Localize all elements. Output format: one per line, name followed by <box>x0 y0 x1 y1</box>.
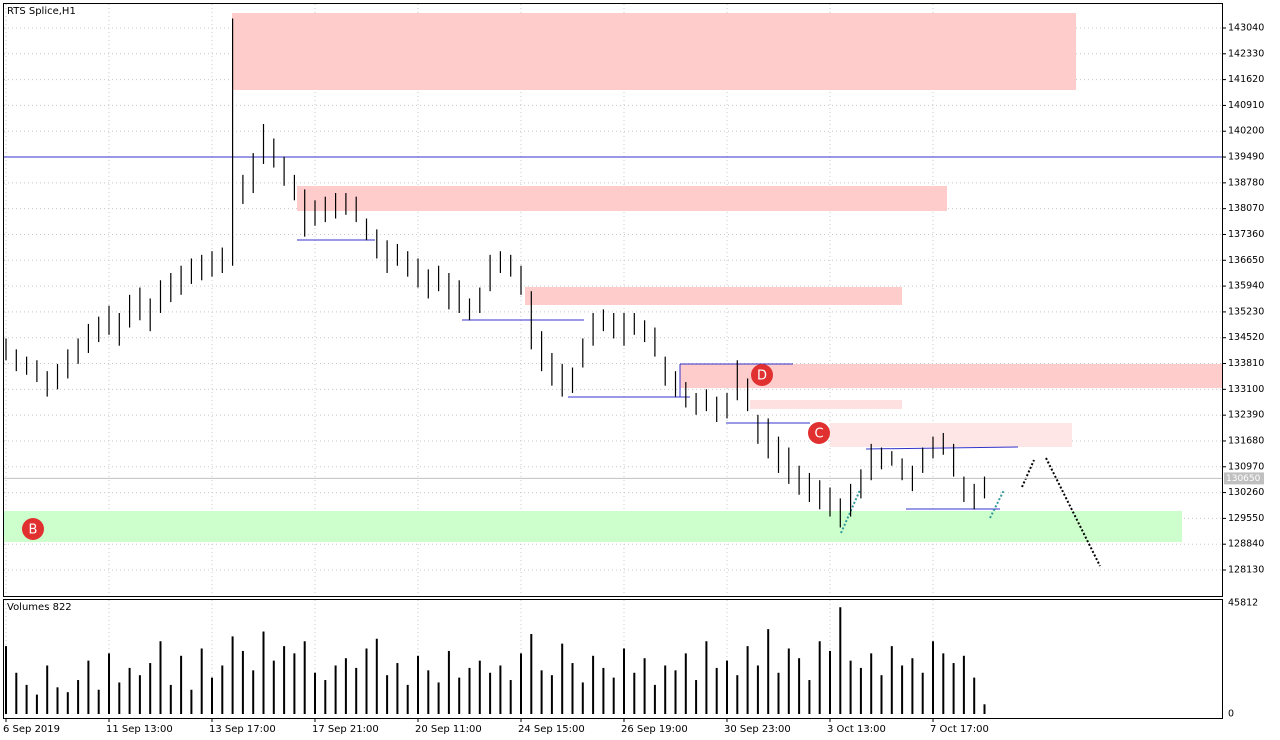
markers: B C D <box>22 364 830 540</box>
volume-tick-label: 45812 <box>1228 597 1258 608</box>
y-tick-label: 128130 <box>1228 565 1264 576</box>
y-tick-label: 136650 <box>1228 255 1264 266</box>
y-tick-label: 137360 <box>1228 229 1264 240</box>
y-tick-label: 143040 <box>1228 22 1264 33</box>
zone <box>232 13 1076 90</box>
y-tick-label: 130970 <box>1228 461 1264 472</box>
y-tick-label: 138070 <box>1228 203 1264 214</box>
y-tick-label: 141620 <box>1228 74 1264 85</box>
marker <box>22 518 44 540</box>
marker <box>808 422 830 444</box>
y-tick-label: 129550 <box>1228 513 1264 524</box>
y-tick-label: 131680 <box>1228 435 1264 446</box>
y-tick-label: 139490 <box>1228 152 1264 163</box>
zone <box>525 287 902 305</box>
volume-frame <box>3 599 1223 719</box>
y-tick-label: 135940 <box>1228 281 1264 292</box>
y-tick-label: 133810 <box>1228 358 1264 369</box>
zones <box>4 13 1222 542</box>
x-tick-label: 26 Sep 19:00 <box>621 724 688 735</box>
chart-title: RTS Splice,H1 <box>7 6 76 17</box>
volume-title: Volumes 822 <box>7 602 72 613</box>
x-tick-label: 7 Oct 17:00 <box>930 724 989 735</box>
current-price-box <box>1224 472 1264 485</box>
level-line <box>865 446 1019 450</box>
y-tick-label: 133100 <box>1228 384 1264 395</box>
levels <box>297 239 1019 510</box>
zone <box>830 423 1072 447</box>
marker-label: C <box>814 427 823 442</box>
x-tick-label: 6 Sep 2019 <box>3 724 60 735</box>
marker-label: B <box>29 523 38 538</box>
x-tick-label: 20 Sep 11:00 <box>415 724 482 735</box>
y-tick-label: 140910 <box>1228 100 1264 111</box>
arrows <box>840 457 1101 567</box>
arrow <box>1045 457 1101 567</box>
current-price-label: 130650 <box>1226 474 1261 484</box>
y-tick-label: 140200 <box>1228 126 1264 137</box>
x-tick-label: 13 Sep 17:00 <box>209 724 276 735</box>
volume-tick-label: 0 <box>1228 709 1234 720</box>
zone <box>297 186 947 211</box>
x-tick-label: 3 Oct 13:00 <box>827 724 886 735</box>
marker-label: D <box>757 369 767 384</box>
arrow <box>989 489 1005 519</box>
y-tick-label: 138780 <box>1228 177 1264 188</box>
marker <box>751 364 773 386</box>
y-tick-label: 132390 <box>1228 410 1264 421</box>
x-tick-label: 17 Sep 21:00 <box>312 724 379 735</box>
y-tick-label: 128840 <box>1228 539 1264 550</box>
y-tick-label: 135230 <box>1228 306 1264 317</box>
x-tick-label: 30 Sep 23:00 <box>724 724 791 735</box>
x-tick-label: 11 Sep 13:00 <box>106 724 173 735</box>
arrow <box>1021 459 1035 488</box>
price-frame <box>3 3 1223 597</box>
zone <box>750 400 902 409</box>
y-tick-label: 134520 <box>1228 332 1264 343</box>
y-tick-label: 130260 <box>1228 487 1264 498</box>
x-tick-label: 24 Sep 15:00 <box>518 724 585 735</box>
y-tick-label: 142330 <box>1228 48 1264 59</box>
zone <box>4 511 1182 542</box>
